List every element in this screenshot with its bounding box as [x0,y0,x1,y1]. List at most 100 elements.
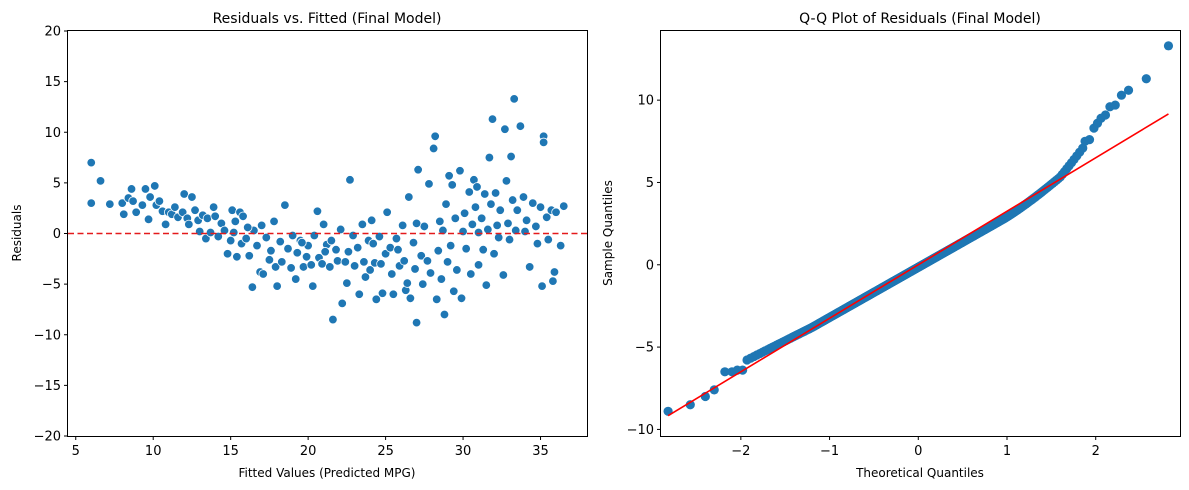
quantile-point [1163,41,1174,51]
residual-point [432,294,442,305]
qq-plot-panel: Q-Q Plot of Residuals (Final Model) Theo… [601,11,1181,480]
residual-point [445,240,456,251]
residual-point [368,238,378,249]
residual-point [170,202,180,212]
y-tick-label: 5 [646,176,654,191]
residual-point [441,199,451,209]
quantile-point [1123,85,1134,95]
residual-point [507,195,518,205]
x-tick-label: −1 [820,444,839,459]
residual-point [492,220,502,231]
residual-point [548,276,558,286]
quantile-point [720,367,730,377]
residual-point [227,205,237,215]
residual-point [86,198,96,208]
residual-point [241,233,251,244]
residual-point [404,192,414,202]
residual-point [493,232,504,243]
residual-point [452,265,462,275]
residual-point [388,289,399,299]
residual-point [419,221,430,232]
residual-point [466,269,476,279]
residual-point [301,252,312,262]
y-tick-label: −5 [42,278,61,293]
residual-point [187,192,197,202]
residual-point [349,261,360,271]
residual-point [269,216,279,227]
residual-point [447,180,457,190]
residual-point [137,200,148,210]
residual-point [179,189,189,199]
x-tick-label: −2 [731,444,750,459]
x-tick-label: 1 [1003,444,1011,459]
residual-point [559,201,569,211]
residual-point [408,237,419,248]
residual-point [225,235,236,246]
residual-point [277,257,287,267]
residual-point [506,151,516,162]
y-tick-label: 10 [637,94,654,109]
residual-point [470,202,481,212]
residual-point [243,222,253,233]
residual-point [309,230,320,241]
residual-point [232,252,242,262]
residual-point [360,272,371,282]
residual-point [413,165,423,175]
residual-point [184,219,194,230]
residual-point [332,256,343,266]
x-tick-label: 0 [914,444,922,459]
residual-point [501,176,512,186]
residual-point [433,246,443,256]
residual-point [512,205,522,215]
residual-point [455,166,465,176]
residual-point [393,244,403,255]
residual-point [498,270,509,280]
y-axis-label: Residuals [10,205,24,262]
residual-point [521,215,532,226]
residual-point [449,286,459,296]
residual-point [229,227,239,238]
residual-point [210,211,220,221]
x-tick-label: 35 [532,444,549,459]
axis-ticks: 5 10 15 20 25 30 35 −20 −15 −10 −5 0 5 10 15 20 [34,25,549,460]
residual-point [411,317,422,328]
residual-point [537,281,547,291]
residual-point [286,263,296,273]
residual-point [306,260,316,270]
residual-point [430,131,440,142]
residual-point [252,240,262,251]
residual-point [480,189,490,199]
residual-point [458,226,468,237]
residual-point [256,220,267,231]
y-tick-label: −15 [34,379,61,394]
y-tick-label: 15 [44,75,61,90]
residual-point [387,269,397,279]
residual-point [459,208,470,218]
residual-point [551,207,561,217]
x-tick-label: 30 [455,444,472,459]
residual-point [140,184,151,194]
residual-point [538,137,549,148]
residual-point [325,262,335,272]
residual-point [270,262,281,272]
residual-point [484,152,495,163]
residual-point [160,219,171,230]
residual-point [486,199,496,209]
x-tick-label: 10 [145,444,162,459]
residual-point [405,293,416,304]
residual-point [117,198,127,208]
residual-point [208,202,219,212]
residual-point [230,216,241,227]
residual-point [504,234,515,245]
residual-point [143,214,154,225]
quantile-point [709,385,719,395]
residual-point [476,213,487,224]
residual-point [377,288,388,298]
y-tick-label: −10 [34,328,61,343]
residual-point [487,114,498,124]
y-tick-label: 20 [44,25,61,40]
residual-point [478,244,488,255]
residual-point [500,124,510,134]
residual-point [331,244,341,255]
residual-point [154,196,165,206]
